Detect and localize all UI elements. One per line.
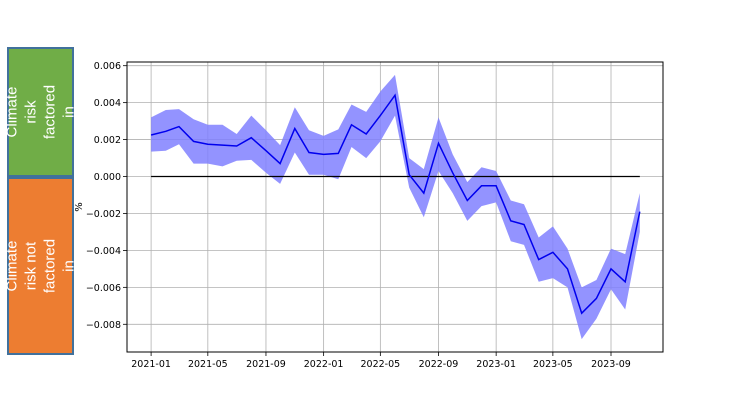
y-tick-label: 0.004 [94, 98, 121, 109]
y-tick-label: −0.004 [86, 246, 121, 257]
x-tick-label: 2023-01 [476, 359, 516, 370]
y-tick-label: −0.006 [86, 283, 121, 294]
series-line [150, 93, 641, 315]
x-tick-label: 2023-05 [533, 359, 573, 370]
climate-risk-not-factored-in-box: Climate risk not factored in [4, 177, 78, 355]
y-tick-label: −0.002 [86, 209, 121, 220]
x-tick-label: 2022-01 [304, 359, 344, 370]
x-tick-label: 2021-05 [188, 359, 228, 370]
y-axis-label: % [74, 202, 85, 212]
x-tick-label: 2022-05 [360, 359, 400, 370]
y-tick-label: 0.000 [94, 172, 121, 183]
y-tick-label: −0.008 [86, 320, 121, 331]
climate-risk-factored-in-box: Climate risk factored in [4, 47, 78, 177]
confidence-band [151, 74, 640, 340]
plot-frame [126, 61, 664, 353]
y-tick-label: 0.006 [94, 61, 121, 72]
x-tick-label: 2021-09 [246, 359, 286, 370]
x-tick-label: 2022-09 [419, 359, 459, 370]
y-tick-label: 0.002 [94, 135, 121, 146]
x-tick-label: 2023-09 [591, 359, 631, 370]
x-tick-label: 2021-01 [131, 359, 171, 370]
